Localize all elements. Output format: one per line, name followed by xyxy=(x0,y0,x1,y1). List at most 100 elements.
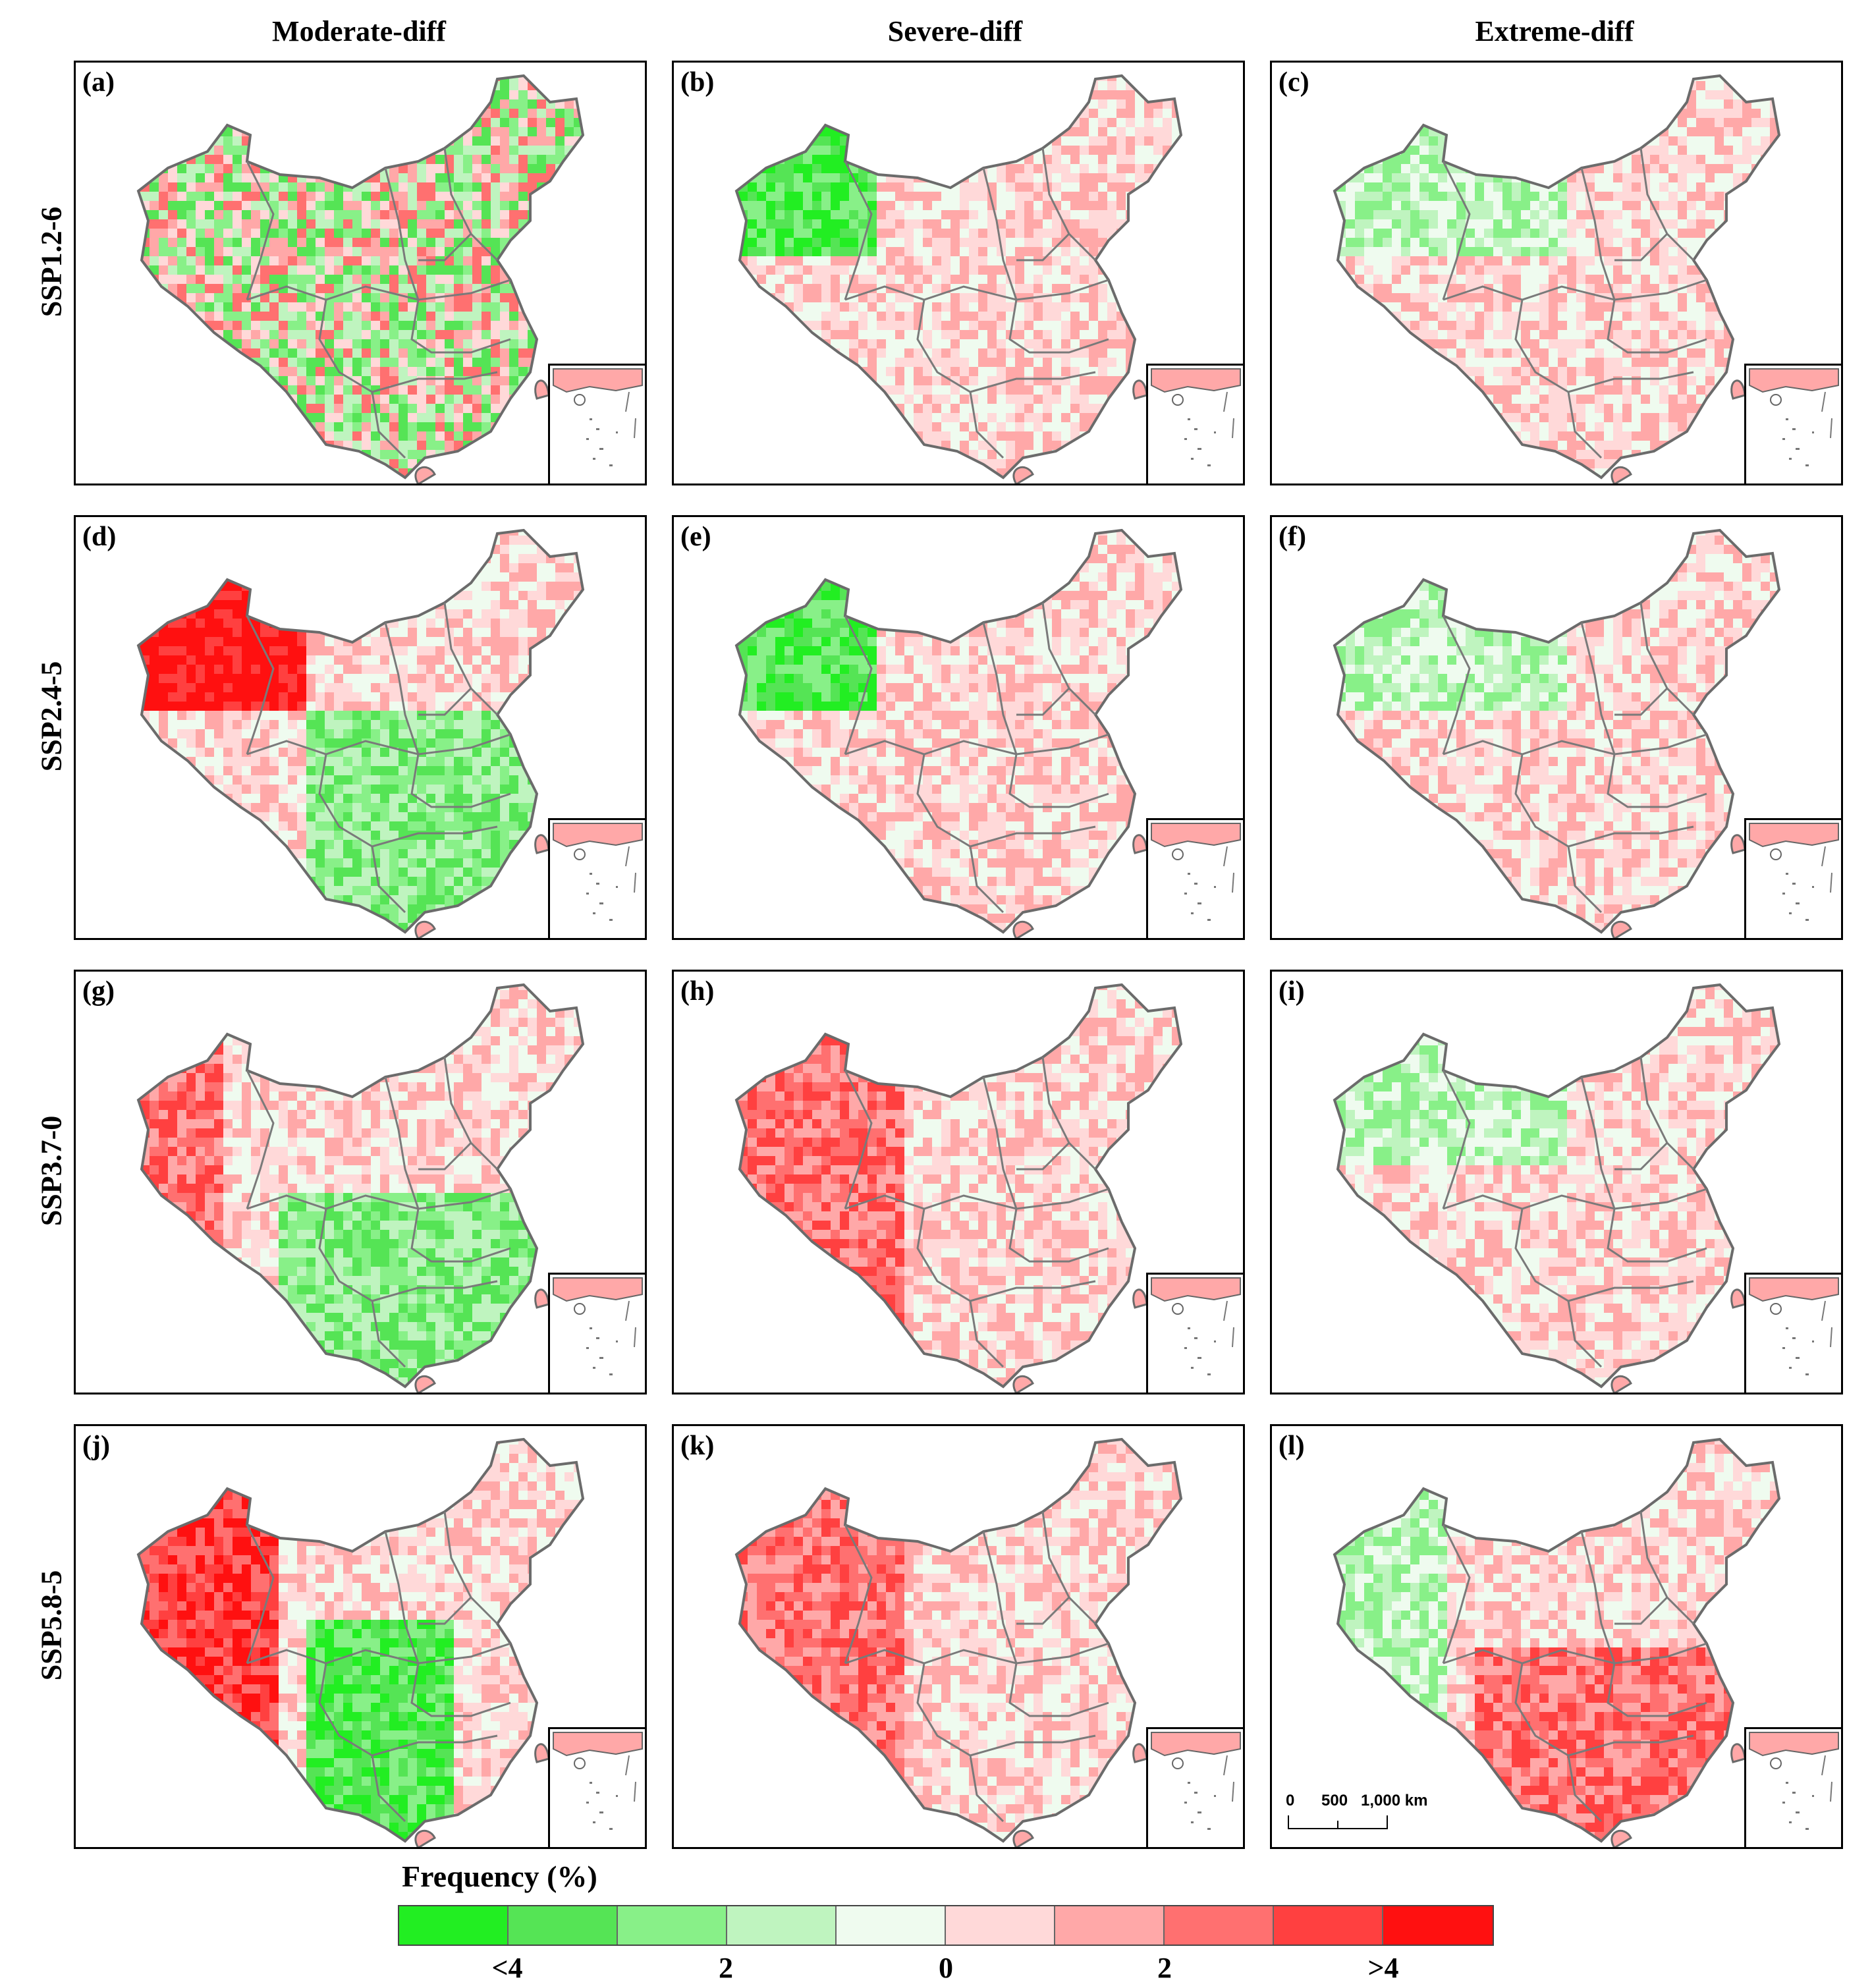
scale-bar: 0 500 1,000 km xyxy=(1280,1792,1478,1838)
legend-tick-lt4: <4 xyxy=(491,1951,522,1985)
country-border xyxy=(136,528,585,934)
south-china-sea-inset xyxy=(1146,1727,1243,1847)
region-border xyxy=(844,1524,873,1664)
region-border xyxy=(1016,1142,1070,1171)
region-border xyxy=(384,622,420,755)
legend-swatch-0 xyxy=(399,1906,509,1945)
region-border xyxy=(1567,846,1603,914)
region-border xyxy=(844,279,1109,301)
region-border xyxy=(844,161,873,300)
region-border xyxy=(443,1511,499,1625)
china-map xyxy=(1333,74,1781,483)
country-border xyxy=(1333,528,1781,934)
region-border xyxy=(246,1188,511,1210)
country-border xyxy=(136,983,585,1389)
south-china-sea-inset xyxy=(1744,1727,1841,1847)
country-border xyxy=(734,528,1183,934)
panel-letter: (h) xyxy=(680,976,714,1007)
region-border xyxy=(410,299,511,354)
row-label-ssp585: SSP5.8-5 xyxy=(35,1487,69,1764)
region-border xyxy=(1580,622,1616,755)
island xyxy=(1132,834,1148,854)
region-border xyxy=(410,1208,511,1263)
scale-label-1000: 1,000 km xyxy=(1361,1792,1427,1810)
island xyxy=(414,466,436,483)
map-panel-i: (i) xyxy=(1270,970,1843,1394)
region-border xyxy=(1442,161,1471,300)
region-border xyxy=(246,615,275,755)
region-border xyxy=(246,1070,275,1209)
china-map xyxy=(1333,1437,1781,1847)
region-border xyxy=(1607,1208,1707,1263)
region-border xyxy=(1008,299,1109,354)
region-border xyxy=(982,622,1018,755)
region-border xyxy=(246,733,511,756)
island xyxy=(414,1375,436,1393)
panel-letter: (g) xyxy=(82,976,115,1007)
row-label-ssp245: SSP2.4-5 xyxy=(35,578,69,855)
region-border xyxy=(844,733,1109,756)
legend-tick-gt4: >4 xyxy=(1367,1951,1398,1985)
region-border xyxy=(418,233,472,262)
legend-swatch-1 xyxy=(509,1906,618,1945)
island xyxy=(534,834,550,854)
region-border xyxy=(1580,167,1616,300)
region-border xyxy=(969,1755,1005,1823)
south-china-sea-inset xyxy=(1744,364,1841,483)
region-border xyxy=(384,1076,420,1209)
map-panel-b: (b) xyxy=(672,61,1245,485)
island xyxy=(414,920,436,938)
region-border xyxy=(371,1755,406,1823)
region-border xyxy=(1008,1208,1109,1263)
south-china-sea-inset xyxy=(1146,1273,1243,1393)
map-panel-j: (j) xyxy=(74,1424,647,1849)
china-map xyxy=(734,74,1183,483)
south-china-sea-inset xyxy=(548,818,645,938)
china-map xyxy=(734,1437,1183,1847)
china-map xyxy=(136,983,585,1393)
island xyxy=(534,379,550,400)
legend-swatch-2 xyxy=(618,1906,727,1945)
region-border xyxy=(443,1057,499,1171)
island xyxy=(1610,1375,1632,1393)
legend-swatch-8 xyxy=(1274,1906,1383,1945)
country-border xyxy=(136,1437,585,1843)
island xyxy=(1730,1288,1746,1309)
legend-swatch-5 xyxy=(946,1906,1055,1945)
column-title-extreme: Extreme-diff xyxy=(1357,14,1752,48)
country-border xyxy=(734,74,1183,480)
island xyxy=(1610,1829,1632,1847)
row-label-ssp370: SSP3.7-0 xyxy=(35,1033,69,1310)
region-border xyxy=(410,1663,511,1717)
region-border xyxy=(1580,1076,1616,1209)
island xyxy=(534,1743,550,1763)
region-border xyxy=(384,1531,420,1664)
map-panel-k: (k) xyxy=(672,1424,1245,1849)
region-border xyxy=(246,161,275,300)
legend-tick-2-pos: 2 xyxy=(1157,1951,1172,1985)
island xyxy=(1730,379,1746,400)
region-border xyxy=(410,754,511,808)
region-border xyxy=(982,1531,1018,1664)
island xyxy=(1730,1743,1746,1763)
legend-tick-0: 0 xyxy=(939,1951,953,1985)
map-panel-l: (l) xyxy=(1270,1424,1843,1849)
region-border xyxy=(1041,602,1097,716)
region-border xyxy=(1016,1596,1070,1625)
south-china-sea-inset xyxy=(1744,1273,1841,1393)
south-china-sea-inset xyxy=(548,1273,645,1393)
region-border xyxy=(1016,233,1070,262)
region-border xyxy=(1008,754,1109,808)
region-border xyxy=(246,1642,511,1665)
panel-letter: (c) xyxy=(1279,67,1309,98)
region-border xyxy=(418,1142,472,1171)
scale-bar-line xyxy=(1288,1815,1388,1829)
country-border xyxy=(136,74,585,480)
region-border xyxy=(1607,1663,1707,1717)
region-border xyxy=(969,391,1005,459)
column-title-severe: Severe-diff xyxy=(757,14,1153,48)
map-panel-f: (f) xyxy=(1270,515,1843,940)
scale-label-500: 500 xyxy=(1321,1792,1348,1810)
region-border xyxy=(1443,733,1707,756)
region-border xyxy=(1443,279,1707,301)
